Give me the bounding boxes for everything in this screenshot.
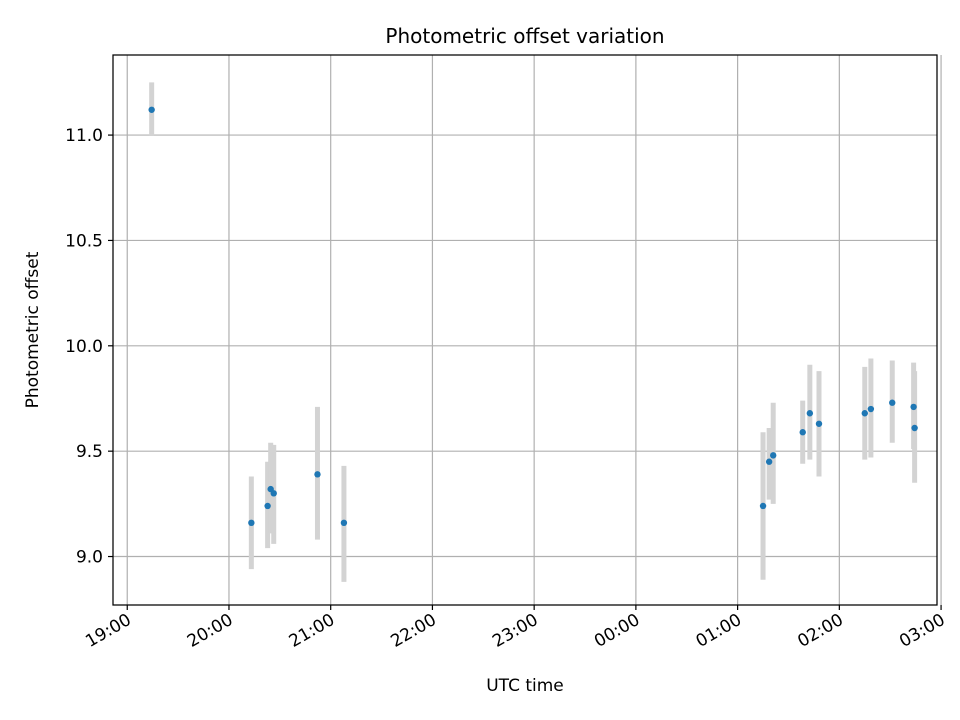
data-point xyxy=(759,502,767,510)
data-point xyxy=(806,410,814,417)
x-axis-title: UTC time xyxy=(486,676,564,696)
data-point xyxy=(911,424,918,432)
data-point xyxy=(148,106,155,113)
data-point xyxy=(765,458,773,465)
y-tick-label: 10.5 xyxy=(65,231,103,251)
y-tick-label: 9.0 xyxy=(76,548,103,568)
data-point xyxy=(799,429,806,436)
data-point xyxy=(910,403,917,411)
y-tick-label: 10.0 xyxy=(65,337,103,357)
y-tick-label: 11.0 xyxy=(65,126,103,146)
data-point xyxy=(889,399,896,406)
data-point xyxy=(770,452,777,459)
data-point xyxy=(867,405,875,413)
data-point xyxy=(314,471,321,478)
y-axis-ticks: 9.0 9.5 10.0 10.5 11.0 xyxy=(65,126,113,568)
grid-lines xyxy=(113,55,942,605)
y-axis-title: Photometric offset xyxy=(23,251,43,408)
data-point xyxy=(248,519,255,527)
chart-title: Photometric offset variation xyxy=(385,24,664,48)
y-tick-label: 9.5 xyxy=(76,442,103,462)
data-point xyxy=(861,410,868,417)
data-point xyxy=(815,420,823,427)
axes-frame xyxy=(112,54,938,606)
data-point xyxy=(270,490,277,497)
data-point xyxy=(340,519,348,527)
data-point xyxy=(264,502,271,510)
data-points xyxy=(148,106,918,527)
